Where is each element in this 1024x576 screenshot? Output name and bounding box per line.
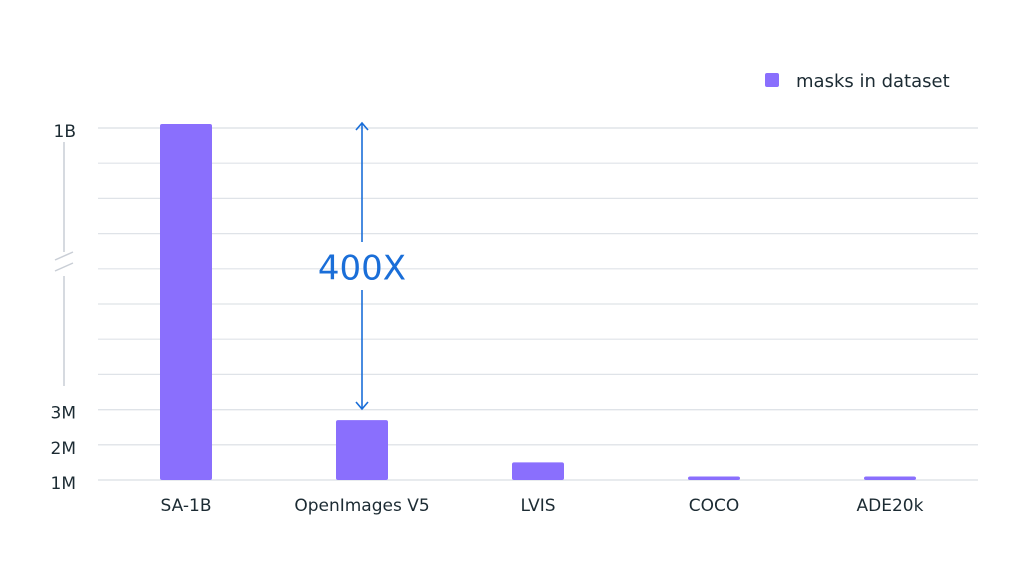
- arrow-head: [355, 401, 369, 411]
- bar: [864, 476, 916, 480]
- axis-break: [54, 142, 74, 386]
- bar: [160, 124, 212, 480]
- bar: [336, 420, 388, 480]
- y-tick-label: 1B: [54, 122, 76, 142]
- y-tick-label: 3M: [51, 404, 76, 424]
- y-tick-label: 1M: [51, 474, 76, 494]
- x-tick-label: OpenImages V5: [294, 496, 429, 516]
- annotation: 400X: [318, 249, 406, 289]
- x-tick-label: ADE20k: [857, 496, 924, 516]
- legend-label: masks in dataset: [796, 71, 950, 92]
- arrow-head: [355, 121, 369, 131]
- legend-swatch: [765, 73, 779, 87]
- bar: [688, 476, 740, 480]
- bar: [512, 462, 564, 480]
- annotation-arrow: [355, 121, 369, 411]
- x-tick-label: COCO: [689, 496, 740, 516]
- x-tick-label: LVIS: [520, 496, 555, 516]
- x-tick-label: SA-1B: [161, 496, 212, 516]
- y-tick-label: 2M: [51, 439, 76, 459]
